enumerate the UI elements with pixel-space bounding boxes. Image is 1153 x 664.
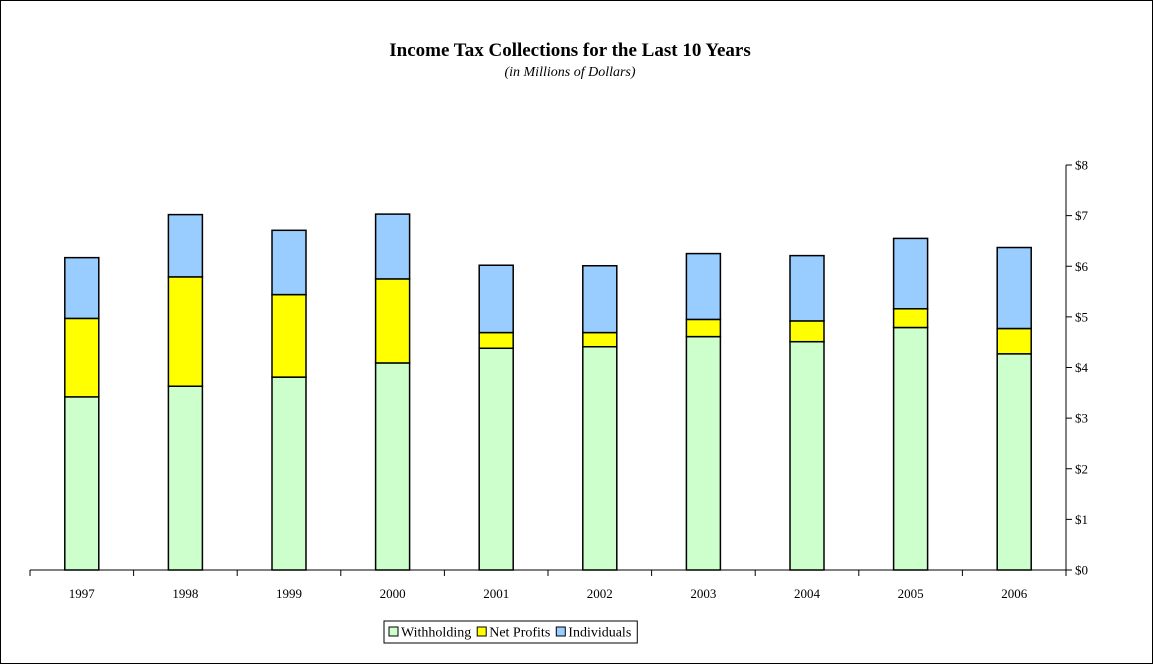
bar-net-profits-2001 (478, 331, 514, 350)
bar-individuals-2001 (478, 264, 514, 334)
chart-title: Income Tax Collections for the Last 10 Y… (389, 40, 751, 61)
x-tick-label-2003: 2003 (690, 586, 716, 601)
x-tick-label-1997: 1997 (69, 586, 96, 601)
bar-withholding-2003 (685, 335, 722, 571)
y-tick-label: $1 (1075, 512, 1088, 527)
bar-withholding-2005 (892, 326, 929, 571)
y-tick-label: $3 (1075, 411, 1088, 426)
y-tick-label: $2 (1075, 461, 1088, 476)
bar-individuals-1997 (64, 256, 100, 320)
x-tick-label-2001: 2001 (483, 586, 509, 601)
y-tick-label: $4 (1075, 360, 1089, 375)
y-tick-label: $0 (1075, 563, 1088, 578)
bar-net-profits-2000 (374, 278, 411, 364)
bar-withholding-2000 (374, 362, 411, 571)
x-tick-label-2004: 2004 (794, 586, 821, 601)
bar-net-profits-1998 (167, 276, 204, 387)
bar-individuals-1999 (271, 229, 307, 296)
bar-withholding-2004 (789, 340, 825, 571)
bar-withholding-2006 (996, 353, 1032, 571)
bar-individuals-1998 (167, 213, 204, 278)
bar-withholding-2001 (478, 347, 514, 571)
legend-label-net-profits: Net Profits (489, 626, 550, 641)
bar-individuals-2002 (582, 264, 618, 334)
bar-individuals-2006 (996, 246, 1032, 330)
bar-net-profits-1999 (271, 293, 307, 378)
bar-withholding-2002 (582, 345, 618, 571)
bars-group (64, 213, 1032, 571)
y-tick-label: $5 (1075, 309, 1088, 324)
y-tick-label: $7 (1075, 208, 1089, 223)
bar-individuals-2005 (892, 237, 929, 310)
bar-withholding-1997 (64, 396, 100, 571)
legend-label-individuals: Individuals (568, 626, 631, 641)
bar-net-profits-2006 (996, 327, 1032, 355)
y-tick-label: $6 (1075, 259, 1089, 274)
legend-box (383, 620, 638, 644)
legend: Withholding Net Profits Individuals (383, 620, 638, 644)
bar-net-profits-2004 (789, 320, 825, 343)
legend-swatch-individuals (555, 626, 566, 637)
y-tick-label: $8 (1075, 158, 1088, 173)
bar-withholding-1999 (271, 376, 307, 571)
bar-net-profits-1997 (64, 317, 100, 398)
bar-individuals-2000 (374, 213, 411, 280)
x-tick-label-2000: 2000 (380, 586, 406, 601)
chart-subtitle: (in Millions of Dollars) (504, 65, 635, 80)
bar-individuals-2003 (685, 252, 722, 321)
legend-label-withholding: Withholding (401, 626, 471, 641)
legend-swatch-withholding (388, 626, 399, 637)
bar-net-profits-2005 (892, 308, 929, 329)
x-tick-label-1999: 1999 (276, 586, 302, 601)
bar-net-profits-2003 (685, 318, 722, 338)
bar-individuals-2004 (789, 254, 825, 322)
bar-net-profits-2002 (582, 331, 618, 348)
x-tick-label-1998: 1998 (172, 586, 198, 601)
x-tick-label-2005: 2005 (898, 586, 924, 601)
legend-swatch-net-profits (476, 626, 487, 637)
x-tick-label-2006: 2006 (1001, 586, 1028, 601)
bar-withholding-1998 (167, 385, 204, 571)
x-tick-label-2002: 2002 (587, 586, 613, 601)
axes-group: 1997 1998 1999 2000 2001 2002 2003 2004 2005 2006… (29, 158, 1089, 601)
